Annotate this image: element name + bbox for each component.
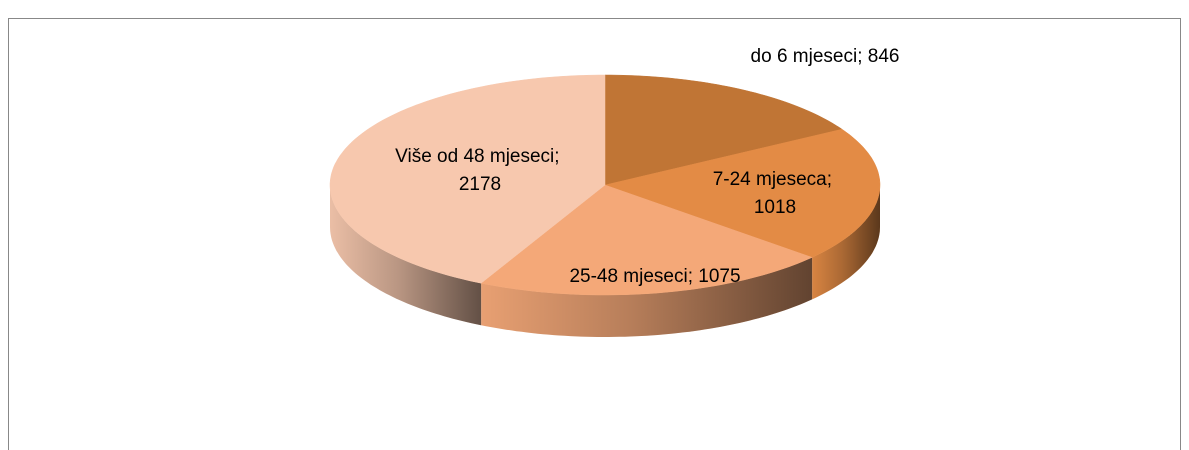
pie-sides xyxy=(330,185,880,337)
label-value: 846 xyxy=(868,46,900,67)
pie-slice xyxy=(480,184,813,296)
label-value: 2178 xyxy=(459,174,501,195)
pie-slice xyxy=(329,74,606,284)
label-category: 25-48 mjeseci xyxy=(569,266,687,287)
pie-slice xyxy=(604,74,843,186)
label-separator: ; xyxy=(688,266,699,287)
label-separator: ; xyxy=(554,146,565,167)
data-label: 7-24 mjeseca; 1018 xyxy=(713,169,838,218)
pie-tops xyxy=(329,74,881,296)
pie-side-shade xyxy=(330,185,482,326)
label-separator: ; xyxy=(857,46,868,67)
data-labels: do 6 mjeseci; 846 7-24 mjeseca; 1018 25-48… xyxy=(395,46,899,287)
pie-side-shade xyxy=(481,257,813,337)
label-value: 1075 xyxy=(698,266,740,287)
pie-slice xyxy=(604,128,881,258)
chart-frame xyxy=(8,18,1181,450)
pie-side-shade xyxy=(812,185,880,300)
label-category: do 6 mjeseci xyxy=(751,46,858,67)
data-label: do 6 mjeseci; 846 xyxy=(751,46,900,67)
label-value: 1018 xyxy=(754,197,796,218)
label-category: 7-24 mjeseca xyxy=(713,169,827,190)
label-separator: ; xyxy=(827,169,838,190)
data-label: Više od 48 mjeseci; 2178 xyxy=(395,146,565,195)
data-label: 25-48 mjeseci; 1075 xyxy=(569,266,740,287)
label-category: Više od 48 mjeseci xyxy=(395,146,554,167)
